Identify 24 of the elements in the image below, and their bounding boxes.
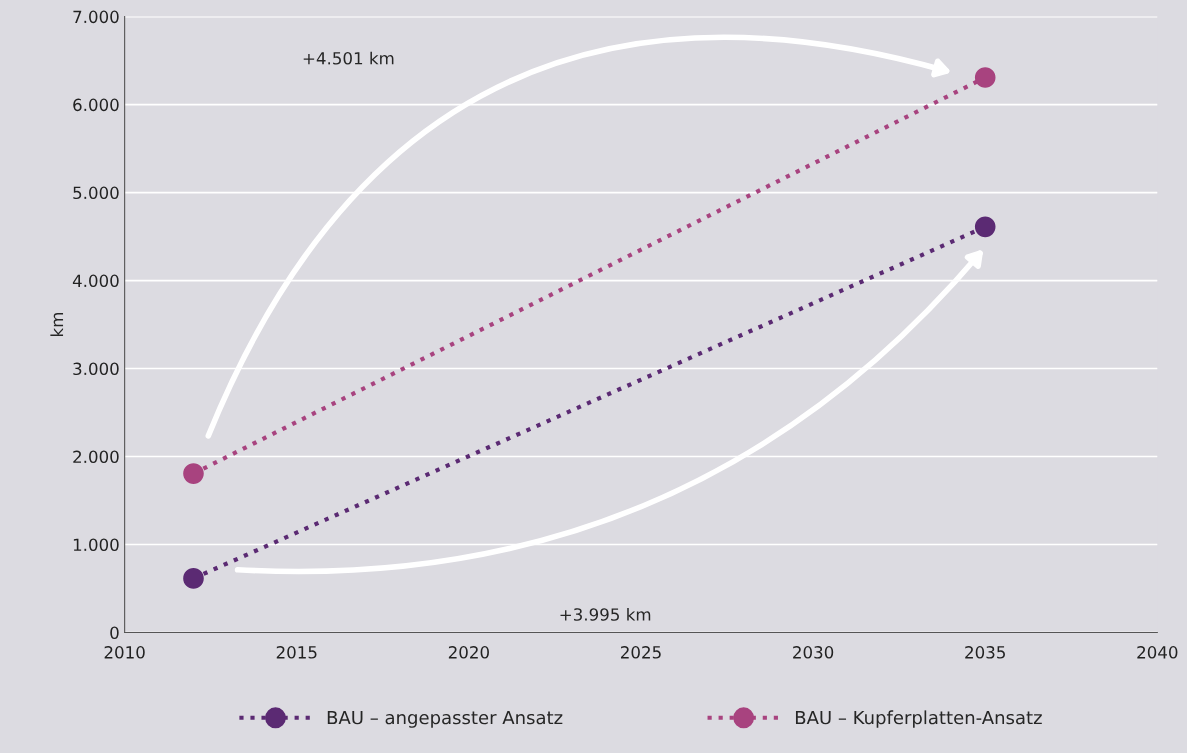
x-tick-label: 2030 [793,646,834,659]
y-tick-label: 5.000 [73,186,119,200]
point [183,463,204,484]
x-tick-label: 2040 [1137,646,1178,659]
point [183,568,204,589]
x-tick-label: 2020 [448,646,489,659]
annotation: +4.501 km [303,51,394,65]
legend-label: BAU – Kupferplatten-Ansatz [795,710,1042,728]
legend-label: BAU – angepasster Ansatz [327,710,563,728]
y-tick-label: 4.000 [72,274,119,288]
point [974,67,996,88]
y-tick-label: 7.000 [73,10,119,24]
x-tick-label: 2025 [620,646,661,659]
annotation: +3.995 km [560,607,651,621]
x-tick-label: 2010 [104,646,145,659]
y-axis-title: km [50,313,64,336]
y-tick-label: 2.000 [73,450,119,464]
x-tick-label: 2035 [965,646,1005,659]
point [974,216,996,238]
x-tick-label: 2015 [276,646,317,659]
y-tick-label: 1.000 [73,538,119,552]
y-tick-label: 0 [110,626,119,640]
y-tick-label: 6.000 [73,98,119,112]
y-tick-label: 3.000 [73,362,119,376]
